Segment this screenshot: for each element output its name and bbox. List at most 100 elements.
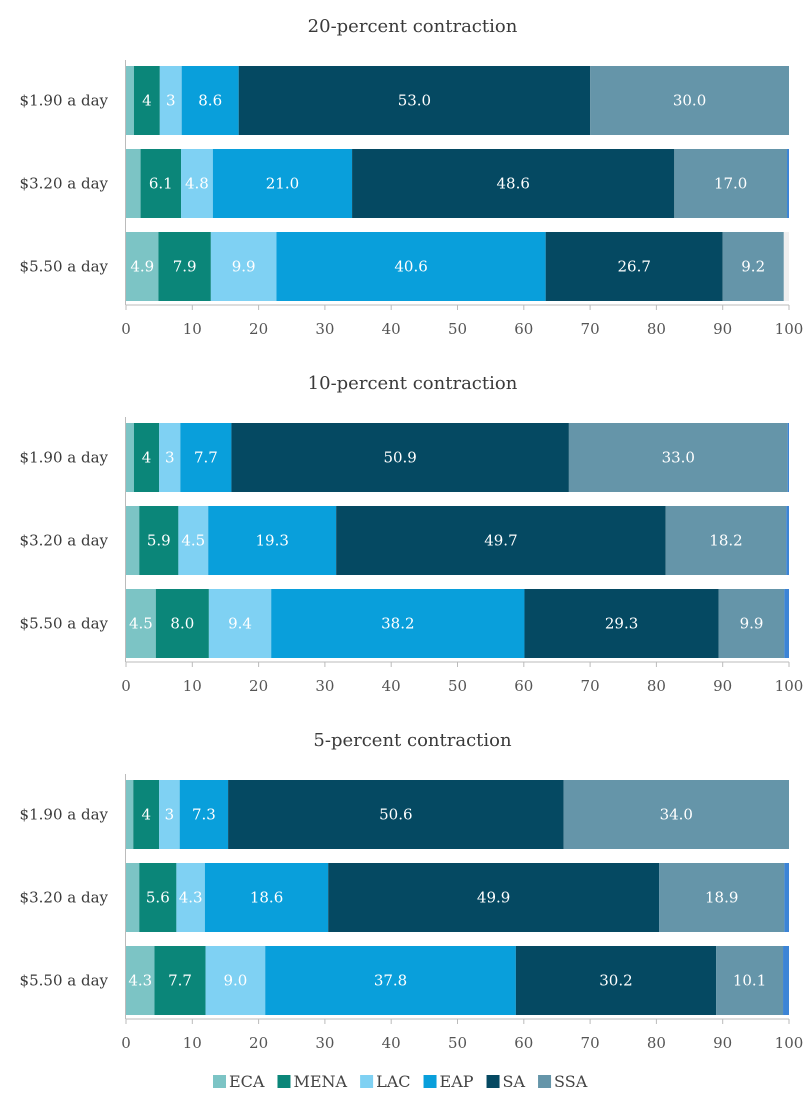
x-tick-label: 40 (382, 320, 401, 338)
bar-row: $1.90 a day 4 3 7.3 50.6 34.0 (20, 780, 789, 849)
x-tick-label: 40 (382, 1034, 401, 1052)
bar-segment-eca (126, 589, 156, 658)
bar-segment-mena (133, 66, 160, 135)
bar-row: $3.20 a day 5.9 4.5 19.3 49.7 18.2 (20, 506, 789, 575)
data-label: 48.6 (496, 175, 529, 193)
bar-row: $5.50 a day 4.5 8.0 9.4 38.2 29.3 9.9 (20, 589, 789, 658)
legend-swatch (423, 1075, 437, 1088)
bar-segment-lac (159, 780, 180, 849)
bar-segment-ssa (659, 863, 785, 932)
category-label: $3.20 a day (20, 175, 109, 193)
legend: ECA MENA LAC EAP SA SSA (213, 1072, 588, 1091)
x-tick-label: 90 (713, 320, 732, 338)
data-label: 3 (165, 806, 175, 824)
data-label: 4.3 (179, 889, 203, 907)
x-tick-label: 10 (183, 677, 202, 695)
data-label: 4.3 (128, 972, 152, 990)
x-tick-label: 70 (581, 677, 600, 695)
bar-segment-other (786, 506, 789, 575)
bar-segment-eap (179, 780, 229, 849)
legend-swatch (486, 1075, 500, 1088)
x-tick-label: 0 (121, 677, 131, 695)
bar-segment-lac (159, 66, 182, 135)
bar-segment-eca (126, 506, 140, 575)
chart-panel: 20-percent contraction $1.90 a day 4 3 8.6 53… (20, 16, 803, 338)
bar-segment-sa (336, 506, 666, 575)
data-label: 9.0 (223, 972, 247, 990)
bar-segment-ssa (568, 423, 788, 492)
bar-segment-eap (180, 423, 232, 492)
bar-segment-other (787, 149, 789, 218)
x-tick-label: 20 (249, 320, 268, 338)
legend-label: ECA (229, 1072, 265, 1091)
data-label: 33.0 (662, 449, 695, 467)
bar-segment-eap (271, 589, 525, 658)
bar-segment-mena (154, 946, 206, 1015)
x-tick-label: 50 (448, 1034, 467, 1052)
bar-segment-ssa (665, 506, 787, 575)
bar-segment-eca (126, 423, 134, 492)
x-tick-label: 30 (315, 677, 334, 695)
data-label: 53.0 (398, 92, 431, 110)
bar-segment-mena (140, 149, 182, 218)
data-label: 4 (142, 449, 152, 467)
chart-panel: 5-percent contraction $1.90 a day 4 3 7.3 50.… (20, 730, 803, 1052)
chart-panel: 10-percent contraction $1.90 a day 4 3 7.7 50… (20, 373, 803, 695)
bar-segment-mena (139, 506, 179, 575)
bar-segment-eca (126, 863, 140, 932)
legend-swatch (213, 1075, 226, 1088)
x-tick-label: 70 (581, 320, 600, 338)
panel-title: 10-percent contraction (308, 373, 518, 394)
bar-segment-ssa (716, 946, 784, 1015)
bar-row: $3.20 a day 6.1 4.8 21.0 48.6 17.0 (20, 149, 789, 218)
x-tick-label: 20 (249, 677, 268, 695)
data-label: 50.9 (383, 449, 416, 467)
bar-segment-eap (208, 506, 337, 575)
data-label: 21.0 (266, 175, 299, 193)
bar-segment-ssa (718, 589, 785, 658)
x-tick-label: 90 (713, 677, 732, 695)
bar-segment-sa (515, 946, 717, 1015)
data-label: 29.3 (605, 615, 638, 633)
x-tick-label: 80 (647, 677, 666, 695)
bar-segment-eca (126, 780, 134, 849)
data-label: 49.9 (477, 889, 510, 907)
bar-segment-eca (126, 232, 159, 301)
bar-segment-lac (159, 423, 181, 492)
bar-segment-eca (126, 66, 134, 135)
data-label: 7.9 (173, 258, 197, 276)
x-tick-label: 10 (183, 320, 202, 338)
bar-segment-eca (126, 946, 155, 1015)
data-label: 8.6 (198, 92, 222, 110)
data-label: 9.9 (740, 615, 764, 633)
data-label: 38.2 (381, 615, 414, 633)
bar-segment-lac (176, 863, 205, 932)
bar-segment-lac (178, 506, 209, 575)
bar-segment-other (787, 423, 789, 492)
x-tick-label: 60 (514, 1034, 533, 1052)
bar-segment-sa (352, 149, 675, 218)
bar-segment-ssa (674, 149, 788, 218)
x-tick-label: 0 (121, 320, 131, 338)
data-label: 4 (141, 806, 151, 824)
bar-segment-eap (204, 863, 329, 932)
data-label: 40.6 (394, 258, 427, 276)
bar-row: $3.20 a day 5.6 4.3 18.6 49.9 18.9 (20, 863, 789, 932)
data-label: 4.5 (181, 532, 205, 550)
x-tick-label: 50 (448, 320, 467, 338)
x-tick-label: 30 (315, 1034, 334, 1052)
legend-label: EAP (440, 1072, 474, 1091)
x-tick-label: 40 (382, 677, 401, 695)
category-label: $5.50 a day (20, 972, 109, 990)
data-label: 9.4 (228, 615, 252, 633)
data-label: 7.7 (168, 972, 192, 990)
bar-segment-ssa (563, 780, 789, 849)
data-label: 8.0 (170, 615, 194, 633)
data-label: 4 (142, 92, 152, 110)
bar-segment-ssa (590, 66, 789, 135)
x-tick-label: 70 (581, 1034, 600, 1052)
bar-segment-mena (158, 232, 211, 301)
x-tick-label: 30 (315, 320, 334, 338)
data-label: 34.0 (660, 806, 693, 824)
bar-segment-mena (155, 589, 209, 658)
